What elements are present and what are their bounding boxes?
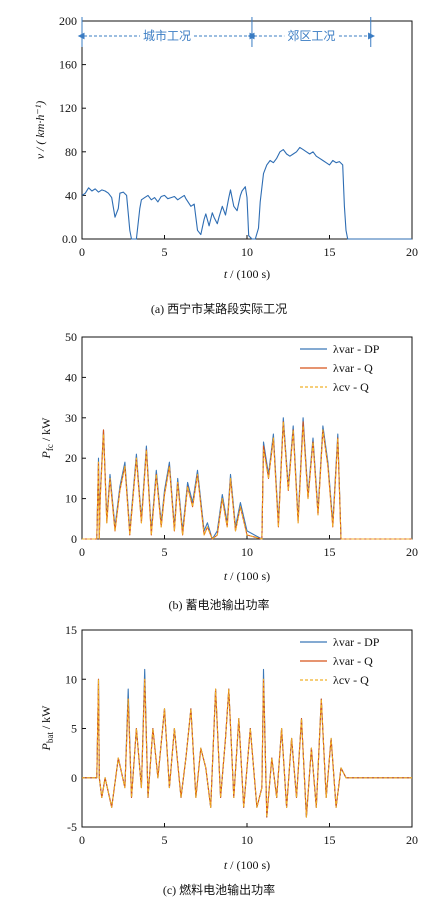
y-tick-label: 0 bbox=[71, 771, 77, 785]
series-line bbox=[81, 146, 412, 240]
x-tick-label: 15 bbox=[324, 545, 336, 559]
x-tick-label: 5 bbox=[162, 545, 168, 559]
series-line bbox=[82, 678, 412, 818]
region-label-bg bbox=[139, 28, 194, 44]
x-axis-label-unit: / (100 s) bbox=[227, 569, 270, 583]
series-line bbox=[82, 421, 412, 540]
y-axis-label-sub: fc bbox=[45, 444, 55, 451]
y-axis-label: v / ( km·h⁻¹) bbox=[33, 101, 47, 160]
legend-label: λcv - Q bbox=[333, 673, 369, 687]
region-label: 城市工况 bbox=[143, 28, 191, 43]
x-axis-label: t / (100 s) bbox=[224, 569, 270, 583]
region-annotations: 城市工况 郊区工况 bbox=[77, 17, 376, 47]
caption-c: (c) 燃料电池输出功率 bbox=[163, 882, 275, 897]
region-label: 郊区工况 bbox=[287, 29, 335, 43]
series-lines bbox=[82, 417, 412, 540]
y-axis-label-symbol: P bbox=[39, 743, 53, 752]
y-tick-label: 10 bbox=[65, 492, 77, 506]
y-tick-label: 20 bbox=[65, 451, 77, 465]
legend-label: λvar - Q bbox=[333, 361, 373, 375]
y-tick-label: 0 bbox=[71, 532, 77, 546]
y-tick-label: 10 bbox=[65, 672, 77, 686]
speed-chart: 0 5 10 15 20 0.0 40 80 120 160 200 城市工况 郊区工况 v / ( … bbox=[33, 14, 418, 316]
x-tick-label: 0 bbox=[79, 833, 85, 847]
x-axis-label-unit: / (100 s) bbox=[227, 267, 270, 281]
y-tick-label: 0.0 bbox=[62, 232, 77, 246]
x-tick-label: 10 bbox=[241, 833, 253, 847]
y-tick-label: 40 bbox=[65, 188, 77, 202]
x-tick-label: 0 bbox=[79, 245, 85, 259]
axis-ticks: 0 5 10 15 20 0 10 20 30 40 50 bbox=[65, 330, 418, 559]
legend: λvar - DP λvar - Q λcv - Q bbox=[300, 342, 380, 394]
y-axis-label: Pbat / kW bbox=[39, 705, 55, 752]
x-tick-label: 20 bbox=[406, 245, 418, 259]
x-axis-label-unit: / (100 s) bbox=[227, 858, 270, 872]
x-tick-label: 5 bbox=[162, 245, 168, 259]
y-tick-label: 5 bbox=[71, 722, 77, 736]
y-axis-label-unit: / kW bbox=[39, 705, 53, 732]
legend-label: λvar - Q bbox=[333, 654, 373, 668]
y-tick-label: -5 bbox=[67, 820, 77, 834]
axis-ticks: 0 5 10 15 20 0.0 40 80 120 160 200 bbox=[59, 14, 418, 259]
y-tick-label: 120 bbox=[59, 101, 77, 115]
legend: λvar - DP λvar - Q λcv - Q bbox=[300, 635, 380, 687]
legend-label: λvar - DP bbox=[333, 342, 380, 356]
y-tick-label: 15 bbox=[65, 623, 77, 637]
y-tick-label: 30 bbox=[65, 411, 77, 425]
battery-power-chart: 0 5 10 15 20 0 10 20 30 40 50 λvar - DP λvar - Q λcv… bbox=[39, 330, 418, 612]
x-tick-label: 0 bbox=[79, 545, 85, 559]
caption-a: (a) 西宁市某路段实际工况 bbox=[151, 301, 287, 316]
series-lines bbox=[82, 668, 412, 818]
x-axis-label-symbol: t bbox=[224, 267, 228, 281]
series-line bbox=[82, 417, 412, 540]
x-tick-label: 15 bbox=[324, 245, 336, 259]
y-tick-label: 50 bbox=[65, 330, 77, 344]
caption-b: (b) 蓄电池输出功率 bbox=[169, 597, 270, 612]
legend-label: λcv - Q bbox=[333, 380, 369, 394]
y-tick-label: 80 bbox=[65, 145, 77, 159]
x-tick-label: 10 bbox=[241, 245, 253, 259]
y-tick-label: 200 bbox=[59, 14, 77, 28]
x-axis-label-symbol: t bbox=[224, 569, 228, 583]
y-tick-label: 160 bbox=[59, 58, 77, 72]
x-tick-label: 20 bbox=[406, 545, 418, 559]
region-label-bg bbox=[284, 28, 339, 44]
x-axis-label: t / (100 s) bbox=[224, 267, 270, 281]
y-axis-label-unit: / kW bbox=[39, 417, 53, 444]
legend-label: λvar - DP bbox=[333, 635, 380, 649]
y-axis-label-symbol: P bbox=[39, 451, 53, 460]
y-axis-label-sub: bat bbox=[45, 732, 55, 743]
x-tick-label: 5 bbox=[162, 833, 168, 847]
x-axis-label-symbol: t bbox=[224, 858, 228, 872]
y-tick-label: 40 bbox=[65, 370, 77, 384]
series-lines bbox=[81, 146, 412, 240]
x-tick-label: 20 bbox=[406, 833, 418, 847]
x-tick-label: 10 bbox=[241, 545, 253, 559]
x-tick-label: 15 bbox=[324, 833, 336, 847]
y-axis-label: Pfc / kW bbox=[39, 417, 55, 460]
x-axis-label: t / (100 s) bbox=[224, 858, 270, 872]
